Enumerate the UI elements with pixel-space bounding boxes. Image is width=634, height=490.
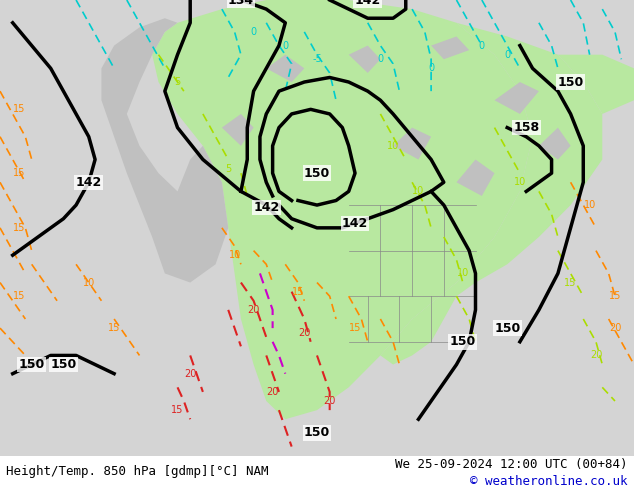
Text: 150: 150 <box>450 335 476 348</box>
Text: 150: 150 <box>494 321 521 335</box>
Text: 5: 5 <box>225 164 231 173</box>
Text: 10: 10 <box>456 269 469 278</box>
Polygon shape <box>380 9 602 365</box>
Text: 142: 142 <box>342 217 368 230</box>
Text: 20: 20 <box>266 387 279 397</box>
Text: 15: 15 <box>292 287 304 296</box>
Text: 15: 15 <box>349 323 361 333</box>
Text: 15: 15 <box>609 291 621 301</box>
Text: 15: 15 <box>13 291 25 301</box>
Text: 150: 150 <box>304 426 330 440</box>
Text: 0: 0 <box>250 27 257 37</box>
Text: 0: 0 <box>377 54 384 64</box>
Text: © weatheronline.co.uk: © weatheronline.co.uk <box>470 475 628 488</box>
Text: 20: 20 <box>247 305 260 315</box>
Text: 150: 150 <box>304 167 330 180</box>
Text: 0: 0 <box>282 41 288 50</box>
Polygon shape <box>152 0 533 419</box>
Text: 0: 0 <box>428 63 434 74</box>
Polygon shape <box>349 46 380 73</box>
Text: 150: 150 <box>50 358 77 371</box>
Text: 10: 10 <box>412 186 425 196</box>
Polygon shape <box>539 127 571 160</box>
Text: 15: 15 <box>13 104 25 114</box>
Polygon shape <box>495 82 539 114</box>
Polygon shape <box>456 160 495 196</box>
Polygon shape <box>393 127 431 160</box>
Polygon shape <box>222 114 254 146</box>
Text: 20: 20 <box>323 396 336 406</box>
Text: 20: 20 <box>609 323 621 333</box>
Text: 15: 15 <box>564 277 577 288</box>
Text: 150: 150 <box>18 358 45 371</box>
Text: 15: 15 <box>13 223 25 233</box>
Text: 142: 142 <box>354 0 381 6</box>
Text: Height/Temp. 850 hPa [gdmp][°C] NAM: Height/Temp. 850 hPa [gdmp][°C] NAM <box>6 465 269 478</box>
Text: 15: 15 <box>171 405 184 415</box>
Text: 15: 15 <box>108 323 120 333</box>
Polygon shape <box>101 18 228 283</box>
Text: 0: 0 <box>504 49 510 60</box>
Text: 142: 142 <box>253 201 280 214</box>
Text: -5: -5 <box>312 54 322 64</box>
Text: 142: 142 <box>75 176 102 189</box>
Text: We 25-09-2024 12:00 UTC (00+84): We 25-09-2024 12:00 UTC (00+84) <box>395 458 628 471</box>
Text: 20: 20 <box>184 368 197 379</box>
Text: 15: 15 <box>13 168 25 178</box>
Text: 20: 20 <box>590 350 602 361</box>
Text: 5: 5 <box>174 77 181 87</box>
Text: 150: 150 <box>557 75 584 89</box>
Text: 134: 134 <box>228 0 254 6</box>
Polygon shape <box>266 55 304 82</box>
Text: 0: 0 <box>479 41 485 50</box>
Text: 20: 20 <box>298 328 311 338</box>
Text: 10: 10 <box>82 277 95 288</box>
Text: 10: 10 <box>514 177 526 187</box>
Text: 10: 10 <box>228 250 241 260</box>
Text: 10: 10 <box>583 200 596 210</box>
Text: 158: 158 <box>513 121 540 134</box>
Polygon shape <box>431 36 469 59</box>
Text: 10: 10 <box>387 141 399 151</box>
Polygon shape <box>558 55 634 114</box>
